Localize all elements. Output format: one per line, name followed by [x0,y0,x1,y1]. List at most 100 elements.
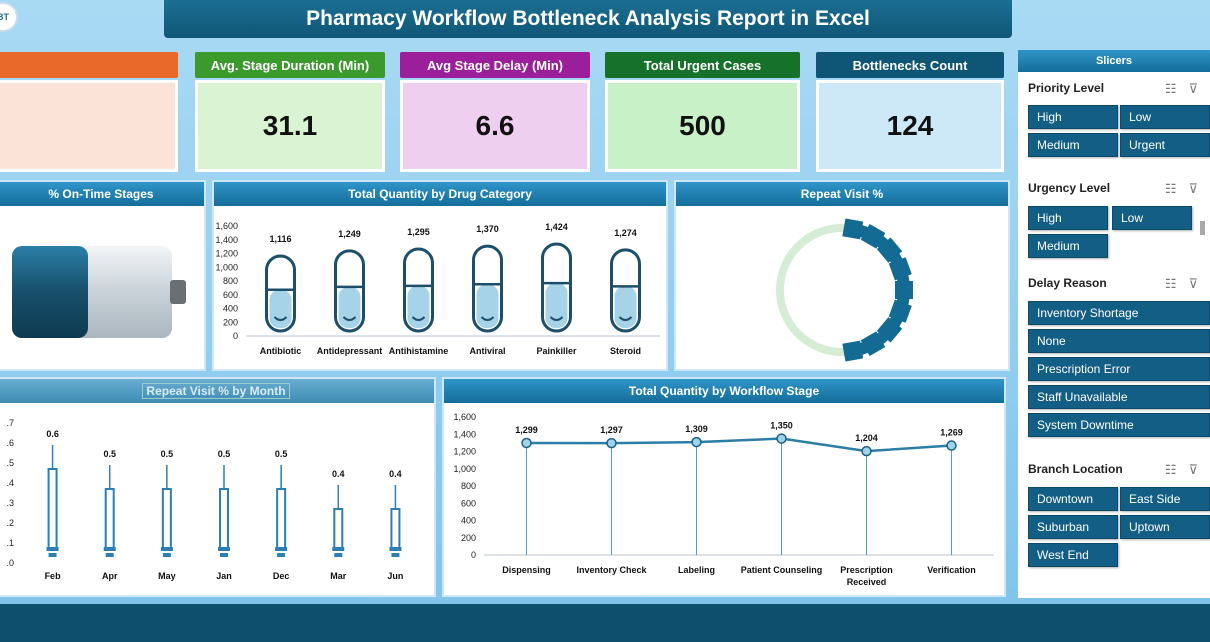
slicer-item-none[interactable]: None [1028,329,1210,353]
syringe-barrel [104,488,115,550]
multiselect-icon[interactable]: ☷ [1164,276,1189,291]
syringe-bar [389,485,402,557]
ontime-stages-panel: % On-Time Stages [0,180,206,371]
report-title: Pharmacy Workflow Bottleneck Analysis Re… [306,7,870,30]
data-label: 1,297 [600,425,623,435]
repeat-visit-panel: Repeat Visit % [674,180,1010,371]
y-tick-label: .6 [6,438,14,448]
slicer-item-low[interactable]: Low [1120,105,1210,129]
pill-fill [338,286,361,328]
category-label: Antidepressant [317,346,383,356]
repeat-visit-donut [776,218,913,362]
drug-category-panel: Total Quantity by Drug Category 1,600 1,4… [212,180,668,371]
series-line [526,437,952,453]
slicer-tools: ☷⊽ [1165,462,1210,478]
pill-bar [265,254,296,333]
y-tick-label: 800 [223,276,238,286]
slicer-title: Delay Reason [1028,276,1107,290]
slicer-item-west-end[interactable]: West End [1028,543,1118,567]
clear-filter-icon[interactable]: ⊽ [1188,181,1210,196]
y-tick-label: 200 [223,317,238,327]
slicers-pane: Slicers Priority Level ☷⊽ High Low Mediu… [1018,50,1210,598]
data-label: 1,295 [407,227,430,237]
multiselect-icon[interactable]: ☷ [1164,181,1189,196]
syringe-handle [105,553,114,557]
data-label: 0.4 [389,469,402,479]
y-tick-label: 1,400 [215,235,238,245]
kpi-card-avg-stage-delay: Avg Stage Delay (Min) 6.6 [400,52,590,172]
data-label: 1,204 [855,433,878,443]
slicer-tools: ☷⊽ [1165,81,1210,97]
y-tick-label: .3 [6,498,14,508]
pill-bar [403,247,434,333]
slicer-item-inventory-shortage[interactable]: Inventory Shortage [1028,301,1210,325]
pill-bar [610,248,641,333]
panel-title-text: Repeat Visit % by Month [142,383,290,399]
slicer-item-system-downtime[interactable]: System Downtime [1028,413,1210,437]
clear-filter-icon[interactable]: ⊽ [1188,81,1210,96]
slicer-tools: ☷⊽ [1165,181,1210,197]
slicer-title: Urgency Level [1028,181,1111,195]
slicer-item-prescription-error[interactable]: Prescription Error [1028,357,1210,381]
slicer-item-suburban[interactable]: Suburban [1028,515,1118,539]
slicer-item-uptown[interactable]: Uptown [1120,515,1210,539]
slicer-scrollbar[interactable] [1200,221,1205,235]
panel-title: Repeat Visit % by Month [0,379,434,403]
pill-fill [545,283,568,328]
syringe-bar [332,485,345,557]
kpi-value: 31.1 [195,80,385,172]
y-tick-label: .4 [6,478,14,488]
kpi-label: Total Urgent Cases [605,52,800,78]
slicer-item-medium[interactable]: Medium [1028,234,1108,258]
y-tick-label: .5 [6,458,14,468]
slicer-item-medium[interactable]: Medium [1028,133,1118,157]
slicer-item-staff-unavailable[interactable]: Staff Unavailable [1028,385,1210,409]
category-label: Verification [927,565,976,575]
category-label: Feb [45,571,62,581]
data-label: 1,370 [476,224,499,234]
panel-title: Repeat Visit % [676,182,1008,206]
syringe-plunger [389,547,402,551]
pill-bar [334,249,365,333]
multiselect-icon[interactable]: ☷ [1164,462,1189,477]
pill-curve [549,316,564,321]
category-label: Mar [330,571,347,581]
data-label: 0.5 [218,449,231,459]
category-label: Dec [273,571,290,581]
kpi-label: Bottlenecks Count [816,52,1004,78]
repeat-visit-month-panel: Repeat Visit % by Month .7 .6 .5 .4 .3 .2 .1 .0… [0,377,436,597]
pill-fill [614,286,637,328]
kpi-label: Avg Stage Delay (Min) [400,52,590,78]
slicer-branch-location: Branch Location ☷⊽ Downtown East Side Su… [1028,458,1210,573]
slicer-urgency-level: Urgency Level ☷⊽ High Low Medium [1028,177,1210,261]
slicer-item-low[interactable]: Low [1112,206,1192,230]
category-label: Antiviral [469,346,505,356]
category-label: Inventory Check [576,565,647,575]
slicer-item-high[interactable]: High [1028,206,1108,230]
slicer-item-high[interactable]: High [1028,105,1118,129]
data-label: 1,309 [685,424,708,434]
syringe-barrel [333,508,344,550]
kpi-value: 500 [605,80,800,172]
slicer-item-urgent[interactable]: Urgent [1120,133,1210,157]
clear-filter-icon[interactable]: ⊽ [1188,276,1210,291]
multiselect-icon[interactable]: ☷ [1164,81,1189,96]
syringe-barrel [47,468,58,550]
donut-gear-arc [842,218,913,362]
y-tick-label: 1,400 [453,429,476,439]
data-label: 0.5 [275,449,288,459]
category-label-line2: Received [847,577,887,587]
clear-filter-icon[interactable]: ⊽ [1188,462,1210,477]
data-point [521,437,532,449]
data-label: 0.6 [46,429,59,439]
y-tick-label: 1,600 [215,221,238,231]
data-label: 1,274 [614,228,637,238]
pill-curve [342,316,357,321]
syringe-handle [334,553,343,557]
syringe-handle [220,553,228,557]
slicer-item-downtown[interactable]: Downtown [1028,487,1118,511]
slicer-item-east-side[interactable]: East Side [1120,487,1210,511]
data-point [946,440,957,451]
data-label: 1,269 [940,428,963,438]
data-label: 1,299 [515,425,538,435]
